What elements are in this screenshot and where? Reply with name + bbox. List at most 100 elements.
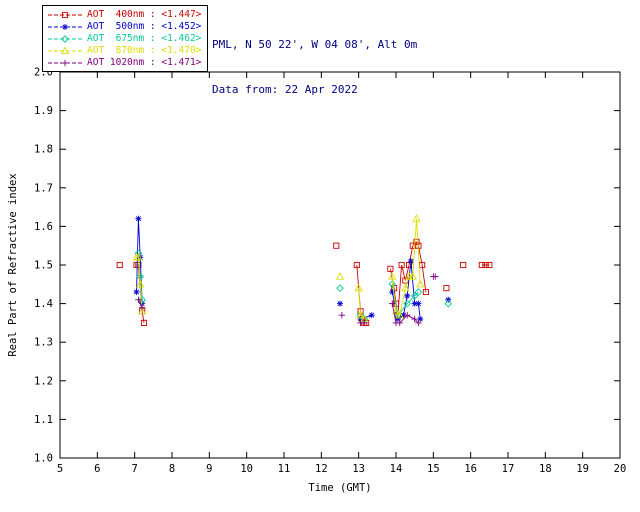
square-marker [486, 261, 493, 269]
x-tick-label: 13 [352, 463, 365, 475]
y-tick-label: 1.0 [34, 453, 53, 465]
series-line [399, 314, 408, 324]
triangle-marker [395, 310, 404, 319]
plus-marker [396, 319, 403, 327]
data-date-line: Data from: 22 Apr 2022 [212, 83, 358, 96]
diamond-marker [444, 299, 453, 308]
chart-header: PML, N 50 22', W 04 08', Alt 0m Data fro… [212, 7, 417, 127]
square-marker [443, 285, 450, 292]
series-plus [135, 273, 439, 327]
series-line [141, 311, 145, 323]
triangle-marker [136, 279, 145, 288]
asterisk-marker [133, 289, 140, 296]
x-tick-label: 18 [539, 463, 552, 475]
square-marker [398, 261, 405, 269]
y-axis-title: Real Part of Refractive index [7, 173, 19, 356]
plus-marker [361, 319, 368, 327]
series-line [360, 314, 365, 320]
x-tick-label: 11 [278, 463, 291, 475]
series-line [417, 245, 423, 266]
x-axis-title: Time (GMT) [308, 482, 371, 494]
square-marker [61, 11, 69, 18]
legend-item: AOT 400nm : <1.447> [47, 9, 201, 20]
x-tick-label: 12 [315, 463, 328, 475]
x-tick-label: 7 [132, 463, 138, 475]
y-tick-label: 1.7 [34, 182, 53, 194]
series-line [406, 314, 415, 320]
legend-line-sample [48, 59, 82, 66]
diamond-marker [410, 292, 419, 300]
x-tick-label: 8 [169, 463, 175, 475]
triangle-marker [416, 279, 425, 288]
x-tick-label: 20 [614, 463, 627, 475]
y-tick-label: 1.4 [34, 298, 53, 310]
series-line [395, 311, 401, 316]
plus-marker [338, 311, 346, 319]
legend-item: AOT 500nm : <1.452> [47, 21, 201, 32]
triangle-marker [391, 306, 401, 315]
legend-item: AOT 870nm : <1.470> [47, 45, 201, 56]
plus-marker [389, 300, 396, 307]
series-line [391, 303, 397, 323]
series-line [421, 264, 427, 293]
diamond-marker [356, 311, 365, 320]
plus-marker [415, 319, 422, 327]
plus-marker [432, 273, 439, 280]
square-marker [116, 261, 123, 269]
square-marker [482, 261, 489, 269]
legend-line-sample [48, 34, 82, 43]
y-tick-label: 1.1 [34, 414, 53, 426]
square-marker [413, 238, 420, 245]
asterisk-marker [337, 300, 343, 307]
triangle-marker [388, 272, 397, 280]
asterisk-marker [415, 300, 422, 307]
legend-label: AOT 1020nm : <1.471> [87, 57, 202, 68]
x-tick-label: 19 [576, 463, 589, 475]
diamond-marker [388, 280, 397, 289]
square-marker [333, 242, 340, 249]
series-line [137, 299, 143, 308]
series-asterisk [133, 215, 452, 323]
plus-marker [61, 59, 69, 66]
y-tick-label: 1.6 [34, 221, 53, 233]
legend-line-sample [48, 23, 82, 30]
series-line [414, 318, 419, 324]
legend-label: AOT 400nm : <1.447> [87, 9, 202, 20]
x-tick-label: 5 [57, 463, 63, 475]
plus-marker [411, 315, 418, 323]
series-line [358, 288, 361, 316]
legend-label: AOT 870nm : <1.470> [87, 45, 202, 56]
legend-line-sample [48, 11, 82, 18]
y-tick-label: 1.8 [34, 144, 53, 156]
square-marker [387, 265, 394, 272]
plus-marker [135, 296, 142, 303]
legend-item: AOT 1020nm : <1.471> [47, 57, 201, 68]
y-tick-label: 1.9 [34, 105, 53, 117]
diamond-marker [414, 288, 423, 296]
triangle-marker [408, 272, 417, 280]
diamond-marker [61, 34, 69, 43]
triangle-marker [60, 45, 70, 54]
x-tick-label: 9 [206, 463, 212, 475]
legend-label: AOT 675nm : <1.462> [87, 33, 202, 44]
x-tick-label: 6 [94, 463, 100, 475]
y-tick-label: 1.5 [34, 260, 53, 272]
series-line [416, 218, 421, 285]
asterisk-marker [404, 292, 411, 299]
plot-frame [59, 71, 621, 459]
diamond-marker [403, 299, 412, 308]
triangle-marker [134, 252, 143, 261]
square-marker [460, 261, 467, 269]
triangle-marker [354, 283, 363, 292]
plus-marker [404, 311, 411, 319]
legend-box: AOT 400nm : <1.447> AOT 500nm : <1.452> AO… [42, 5, 209, 72]
x-tick-label: 10 [240, 463, 253, 475]
square-marker [422, 288, 429, 296]
diamond-marker [336, 284, 344, 292]
triangle-marker [412, 214, 421, 222]
legend-line-sample [48, 45, 82, 54]
legend-label: AOT 500nm : <1.452> [87, 21, 202, 32]
square-marker [478, 261, 485, 269]
